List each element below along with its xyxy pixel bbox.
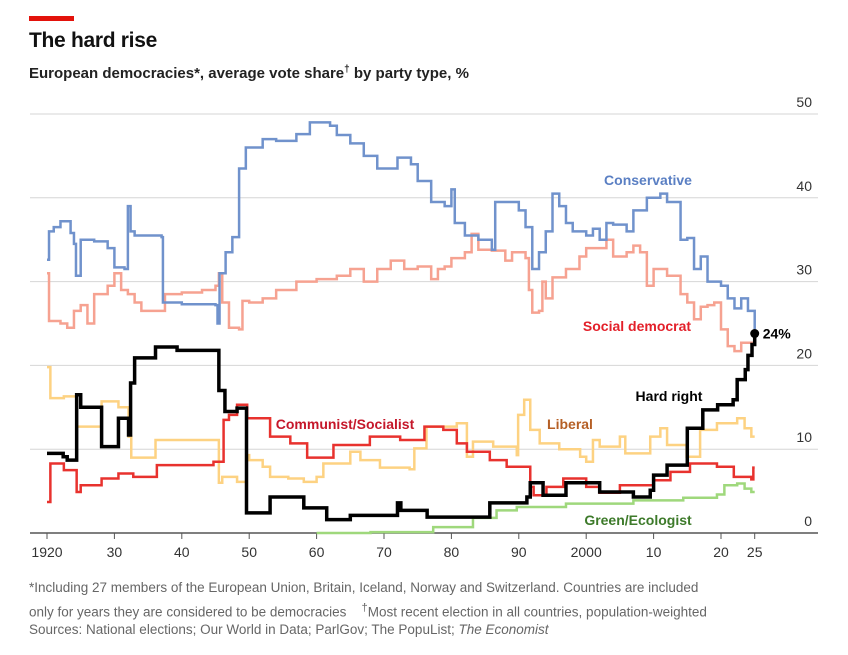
subtitle-dagger: †	[344, 64, 350, 75]
series-label: Conservative	[604, 172, 692, 188]
y-tick-label: 0	[804, 513, 812, 529]
series-green-ecologist	[316, 482, 755, 535]
footnote-1: *Including 27 members of the European Un…	[29, 580, 699, 595]
x-tick-label: 40	[174, 544, 190, 560]
subtitle-text: European democracies*, average vote shar…	[29, 65, 345, 82]
y-tick-label: 20	[796, 345, 812, 361]
sources-text: Sources: National elections; Our World i…	[29, 622, 459, 637]
endpoint-marker	[750, 329, 760, 339]
series-hard-right	[47, 333, 757, 522]
subtitle-end: by party type, %	[349, 65, 469, 82]
x-tick-label: 90	[511, 544, 527, 560]
footnote-2b: Most recent election in all countries, p…	[367, 604, 707, 620]
chart-subtitle: European democracies*, average vote shar…	[29, 64, 469, 82]
footnote-dagger: †	[361, 602, 368, 614]
x-tick-label: 25	[747, 544, 763, 560]
footnote-2a: only for years they are considered to be…	[29, 604, 347, 620]
y-tick-label: 50	[796, 94, 812, 110]
endpoint-label: 24%	[763, 326, 792, 342]
x-tick-label: 50	[241, 544, 257, 560]
x-tick-label: 20	[713, 544, 729, 560]
series-label: Social democrat	[583, 318, 691, 334]
series-label: Green/Ecologist	[584, 512, 692, 528]
x-tick-label: 10	[646, 544, 662, 560]
y-tick-label: 40	[796, 178, 812, 194]
x-tick-label: 30	[107, 544, 123, 560]
sources: Sources: National elections; Our World i…	[29, 619, 549, 640]
footnote-2: only for years they are considered to be…	[29, 598, 707, 623]
chart-title: The hard rise	[29, 29, 157, 52]
x-tick-label: 60	[309, 544, 325, 560]
series-conservative	[47, 121, 756, 332]
series-social-democrat	[47, 232, 756, 353]
y-tick-label: 30	[796, 262, 812, 278]
x-tick-label: 80	[444, 544, 460, 560]
y-tick-label: 10	[796, 429, 812, 445]
x-tick-label: 70	[376, 544, 392, 560]
brand-accent-bar	[29, 16, 74, 21]
x-tick-label: 2000	[571, 544, 602, 560]
x-tick-label: 1920	[31, 544, 62, 560]
series-label: Liberal	[547, 416, 593, 432]
sources-economist: The Economist	[458, 622, 549, 637]
series-label: Communist/Socialist	[276, 416, 415, 432]
series-label: Hard right	[636, 388, 703, 404]
